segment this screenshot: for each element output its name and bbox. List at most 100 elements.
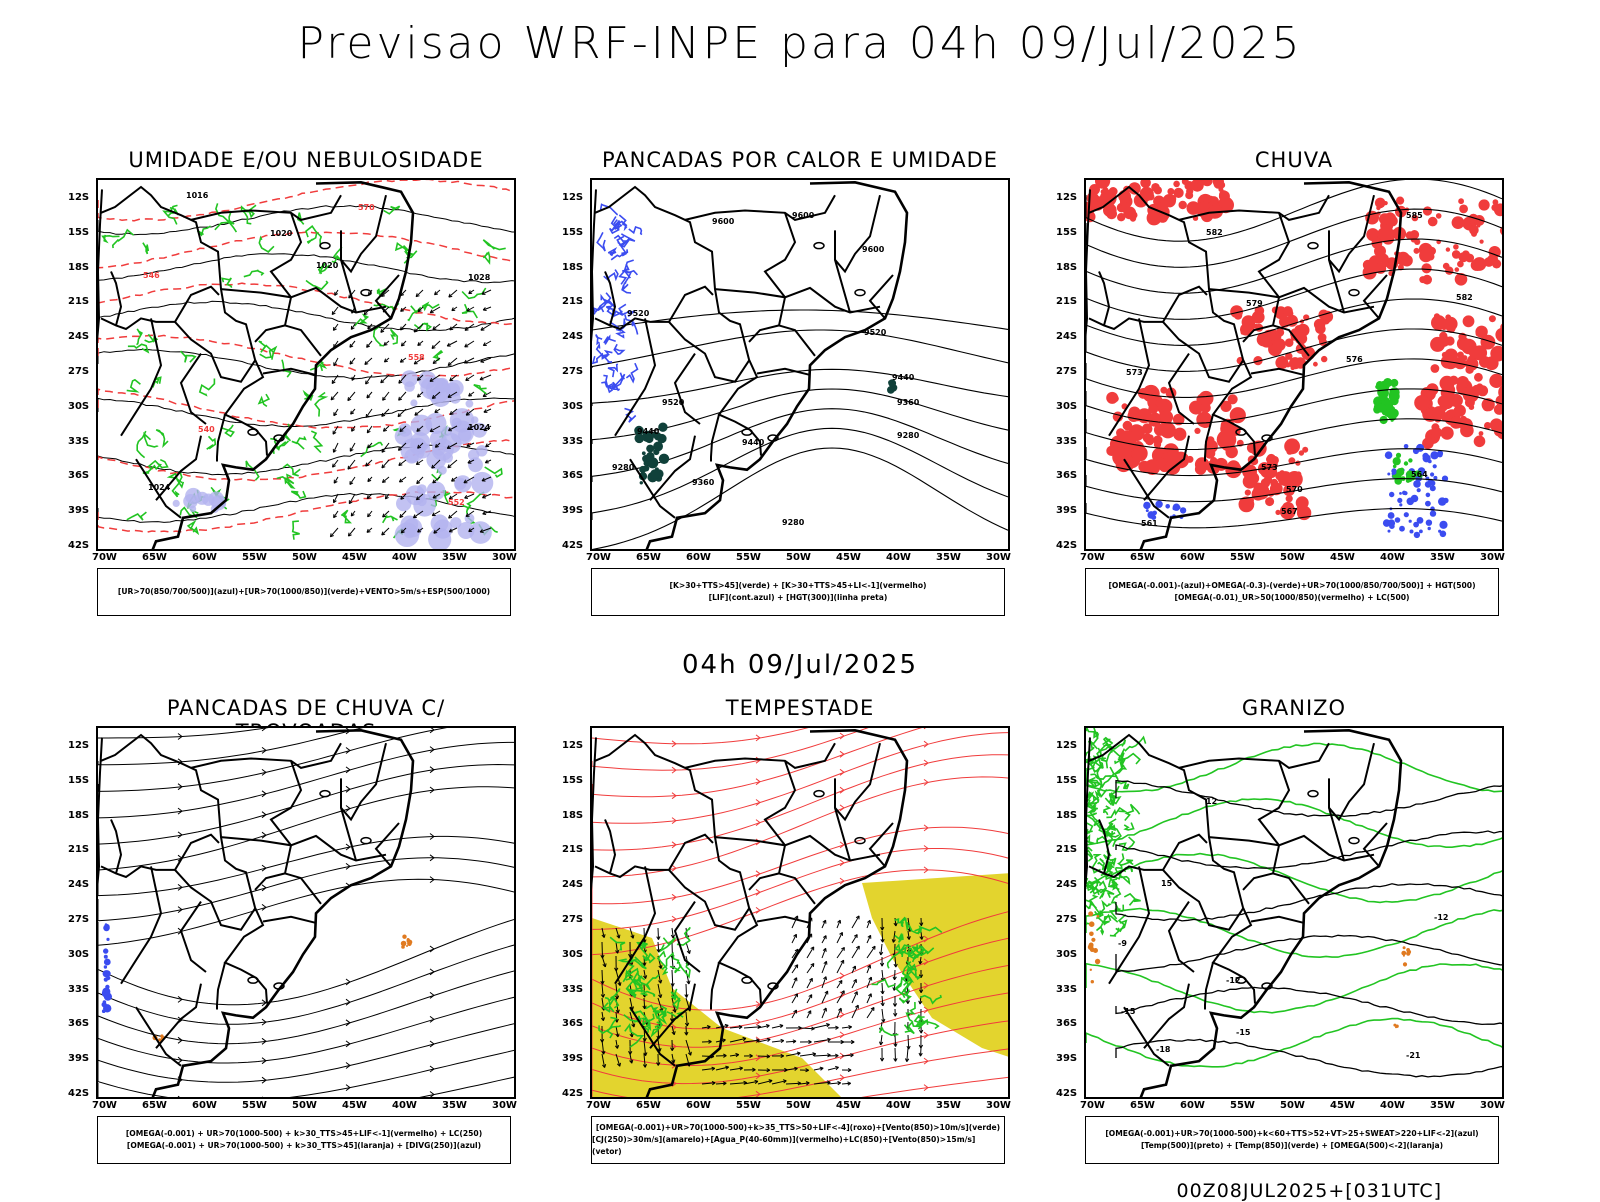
lon-tick-label: 50W xyxy=(292,552,317,563)
lat-tick-label: 27S xyxy=(68,366,89,377)
lon-tick-label: 40W xyxy=(392,552,417,563)
panel-title-chuva: CHUVA xyxy=(1084,148,1504,172)
svg-text:573: 573 xyxy=(1126,368,1143,377)
svg-text:9280: 9280 xyxy=(782,518,805,527)
lat-tick-label: 15S xyxy=(562,227,583,238)
lat-tick-label: 30S xyxy=(68,949,89,960)
lat-tick-label: 15S xyxy=(68,227,89,238)
lat-tick-label: 33S xyxy=(562,436,583,447)
lat-tick-label: 24S xyxy=(562,331,583,342)
lon-tick-label: 55W xyxy=(1230,1100,1255,1111)
lon-tick-label: 50W xyxy=(1280,552,1305,563)
lon-tick-label: 70W xyxy=(586,1100,611,1111)
svg-text:552: 552 xyxy=(448,498,465,507)
lat-tick-label: 18S xyxy=(68,262,89,273)
lon-tick-label: 35W xyxy=(442,1100,467,1111)
lon-tick-label: 60W xyxy=(686,552,711,563)
svg-text:9360: 9360 xyxy=(692,478,715,487)
svg-text:1020: 1020 xyxy=(316,261,339,270)
lat-tick-label: 42S xyxy=(562,540,583,551)
legend-line: [OMEGA(-0.001) + UR>70(1000-500) + k>30_… xyxy=(127,1140,481,1152)
lat-tick-label: 15S xyxy=(562,775,583,786)
lat-tick-label: 36S xyxy=(1056,470,1077,481)
svg-text:1028: 1028 xyxy=(468,273,491,282)
lat-tick-label: 12S xyxy=(562,192,583,203)
lon-tick-label: 60W xyxy=(686,1100,711,1111)
lon-tick-label: 35W xyxy=(936,552,961,563)
lat-tick-label: 18S xyxy=(68,810,89,821)
lat-tick-label: 30S xyxy=(1056,401,1077,412)
svg-text:12: 12 xyxy=(1206,797,1217,806)
lon-tick-label: 40W xyxy=(886,552,911,563)
legend-umidade: [UR>70(850/700/500)](azul)+[UR>70(1000/8… xyxy=(97,568,511,616)
lon-tick-label: 45W xyxy=(836,1100,861,1111)
lat-tick-label: 21S xyxy=(562,844,583,855)
legend-pancadas-calor: [K>30+TTS>45](verde) + [K>30+TTS>45+LI<-… xyxy=(591,568,1005,616)
lat-tick-label: 27S xyxy=(562,914,583,925)
lat-tick-label: 39S xyxy=(1056,1053,1077,1064)
lat-tick-label: 33S xyxy=(1056,984,1077,995)
lat-tick-label: 18S xyxy=(1056,810,1077,821)
lon-tick-label: 45W xyxy=(836,552,861,563)
lon-tick-label: 50W xyxy=(786,552,811,563)
svg-text:9280: 9280 xyxy=(612,463,635,472)
lat-tick-label: 24S xyxy=(68,879,89,890)
svg-text:570: 570 xyxy=(358,203,375,212)
lat-tick-label: 36S xyxy=(68,470,89,481)
svg-text:1020: 1020 xyxy=(270,229,293,238)
svg-text:561: 561 xyxy=(1141,519,1158,528)
lat-tick-label: 18S xyxy=(562,262,583,273)
lon-tick-label: 40W xyxy=(886,1100,911,1111)
map-canvas-tempestade xyxy=(592,728,1010,1099)
lon-tick-label: 50W xyxy=(292,1100,317,1111)
lat-tick-label: 39S xyxy=(68,505,89,516)
lat-tick-label: 27S xyxy=(1056,366,1077,377)
legend-tempestade: [OMEGA(-0.001)+UR>70(1000-500)+k>35_TTS>… xyxy=(591,1116,1005,1164)
svg-text:567: 567 xyxy=(1281,507,1298,516)
lat-tick-label: 24S xyxy=(1056,331,1077,342)
lon-tick-label: 55W xyxy=(736,1100,761,1111)
run-label: 00Z08JUL2025+[031UTC] xyxy=(1177,1180,1443,1202)
lon-tick-label: 55W xyxy=(1230,552,1255,563)
lat-tick-label: 24S xyxy=(68,331,89,342)
legend-pancadas-trovoadas: [OMEGA(-0.001) + UR>70(1000-500) + k>30_… xyxy=(97,1116,511,1164)
lat-tick-label: 30S xyxy=(1056,949,1077,960)
lon-tick-label: 35W xyxy=(1430,1100,1455,1111)
lat-tick-label: 12S xyxy=(1056,192,1077,203)
lon-tick-label: 45W xyxy=(342,1100,367,1111)
lat-tick-label: 36S xyxy=(562,1018,583,1029)
lat-tick-label: 33S xyxy=(562,984,583,995)
lat-tick-label: 12S xyxy=(1056,740,1077,751)
svg-text:9600: 9600 xyxy=(862,245,885,254)
panel-title-granizo: GRANIZO xyxy=(1084,696,1504,720)
lon-tick-label: 30W xyxy=(986,1100,1011,1111)
lat-tick-label: 27S xyxy=(68,914,89,925)
svg-text:-15: -15 xyxy=(1236,1028,1251,1037)
lat-tick-label: 33S xyxy=(68,984,89,995)
svg-text:9520: 9520 xyxy=(627,309,650,318)
svg-text:-21: -21 xyxy=(1406,1051,1421,1060)
lon-tick-label: 65W xyxy=(636,1100,661,1111)
lat-tick-label: 15S xyxy=(1056,227,1077,238)
legend-line: [CJ(250)>30m/s](amarelo)+[Agua_P(40-60mm… xyxy=(592,1134,1004,1158)
lon-tick-label: 70W xyxy=(92,552,117,563)
lon-tick-label: 55W xyxy=(736,552,761,563)
lat-tick-label: 42S xyxy=(1056,1088,1077,1099)
svg-text:9440: 9440 xyxy=(742,438,765,447)
lat-tick-label: 12S xyxy=(68,740,89,751)
lon-tick-label: 30W xyxy=(986,552,1011,563)
lat-tick-label: 18S xyxy=(562,810,583,821)
main-title: Previsao WRF-INPE para 04h 09/Jul/2025 xyxy=(0,18,1600,69)
lon-tick-label: 65W xyxy=(1130,552,1155,563)
lat-tick-label: 21S xyxy=(1056,844,1077,855)
svg-text:-18: -18 xyxy=(1156,1045,1171,1054)
lon-tick-label: 70W xyxy=(1080,552,1105,563)
lat-tick-label: 21S xyxy=(68,844,89,855)
svg-text:1016: 1016 xyxy=(186,191,209,200)
lat-tick-label: 12S xyxy=(562,740,583,751)
lat-tick-label: 39S xyxy=(562,505,583,516)
lon-tick-label: 45W xyxy=(342,552,367,563)
lat-tick-label: 24S xyxy=(562,879,583,890)
